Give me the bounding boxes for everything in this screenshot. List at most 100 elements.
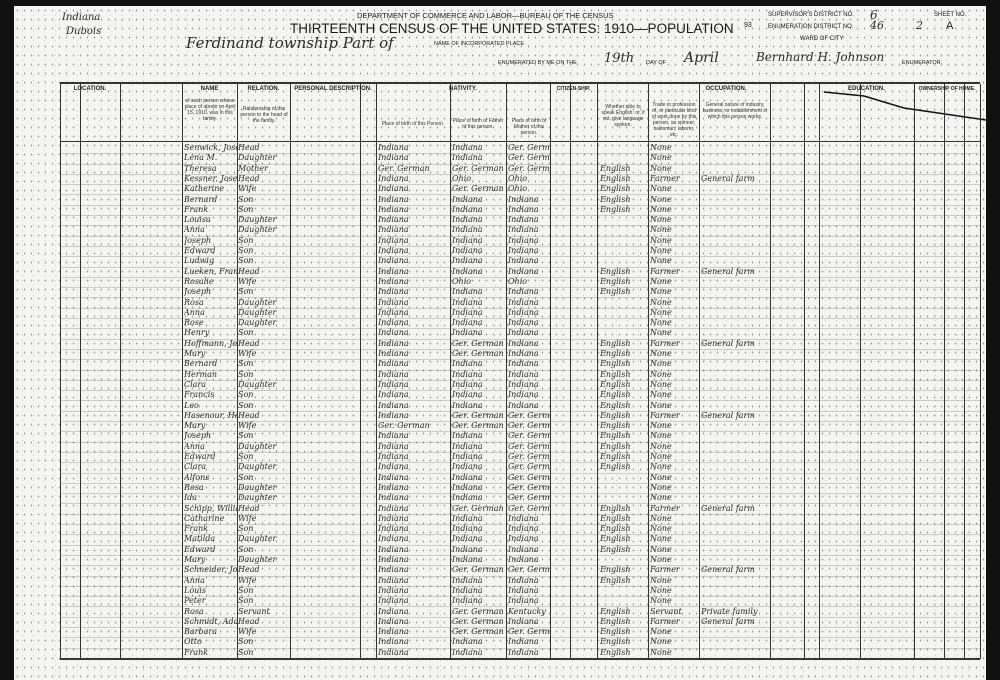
cell-name: Clara xyxy=(184,379,207,389)
enumerated-label: ENUMERATED BY ME ON THE xyxy=(498,60,577,66)
page-title: THIRTEENTH CENSUS OF THE UNITED STATES: … xyxy=(290,21,734,36)
cell-relation: Wife xyxy=(238,184,257,194)
cell-name: Senwick, Joseph L. xyxy=(184,143,238,152)
sheet-number: 2 xyxy=(916,19,923,32)
cell-relation: Son xyxy=(238,194,254,204)
cell-occupation: None xyxy=(650,534,672,544)
cell-occupation: None xyxy=(650,441,672,451)
section-personal: PERSONAL DESCRIPTION. xyxy=(294,86,372,92)
cell-birthplace: Indiana xyxy=(378,318,409,328)
section-ownership: OWNERSHIP OF HOME. xyxy=(918,86,976,92)
cell-birthplace: Indiana xyxy=(378,287,409,297)
table-row: Ludwig Son Indiana Indiana Indiana None xyxy=(60,256,980,268)
cell-relation: Daughter xyxy=(238,482,277,492)
cell-mother-birthplace: Indiana xyxy=(508,225,539,235)
cell-birthplace: Indiana xyxy=(378,256,409,266)
cell-relation: Son xyxy=(238,287,254,297)
cell-relation: Daughter xyxy=(238,318,277,328)
name-column-desc: of each person whose place of abode on A… xyxy=(184,98,236,122)
cell-language: English xyxy=(600,379,631,389)
cell-mother-birthplace: Indiana xyxy=(508,379,539,389)
table-row: Schneider, JohnHead Indiana Ger. German Ger… xyxy=(60,565,980,577)
cell-name: Louisa xyxy=(184,215,211,225)
cell-father-birthplace: Indiana xyxy=(452,493,483,503)
section-occupation: OCCUPATION. xyxy=(705,86,747,92)
cell-occupation: None xyxy=(650,143,672,152)
cell-father-birthplace: Indiana xyxy=(452,575,483,585)
cell-occupation: None xyxy=(650,575,672,585)
cell-father-birthplace: Ger. German xyxy=(452,606,504,616)
cell-father-birthplace: Indiana xyxy=(452,297,483,307)
table-row: Matilda Daughter Indiana Indiana Indiana Engl… xyxy=(60,534,980,546)
cell-relation: Head xyxy=(238,565,260,575)
enumerator-name: Bernhard H. Johnson xyxy=(756,50,885,64)
table-row: Rosa Daughter Indiana Indiana Ger. German Non… xyxy=(60,482,980,495)
cell-occupation: None xyxy=(650,307,672,317)
cell-father-birthplace: Indiana xyxy=(452,400,483,410)
cell-relation: Son xyxy=(238,647,254,657)
table-row: Henry Son Indiana Indiana Indiana None xyxy=(60,328,980,340)
cell-father-birthplace: Ger. German xyxy=(452,338,504,348)
table-row: Rosa Daughter Indiana Indiana Indiana None xyxy=(60,298,980,309)
cell-language: English xyxy=(600,524,631,534)
cell-name: Barbara xyxy=(184,627,217,637)
table-row: Catharine Wife Indiana Indiana Indiana Englis… xyxy=(60,514,980,526)
table-row: Frank Son Indiana Indiana Indiana English None xyxy=(60,204,980,217)
cell-language: English xyxy=(600,287,631,297)
supervisor-label: SUPERVISOR'S DISTRICT NO. xyxy=(768,12,854,18)
cell-father-birthplace: Ger. German xyxy=(452,421,504,431)
cell-mother-birthplace: Indiana xyxy=(508,524,539,534)
cell-father-birthplace: Indiana xyxy=(452,204,483,214)
cell-father-birthplace: Indiana xyxy=(452,266,483,276)
cell-father-birthplace: Indiana xyxy=(452,287,483,297)
cell-occupation: None xyxy=(650,349,672,358)
cell-father-birthplace: Indiana xyxy=(452,534,483,544)
cell-father-birthplace: Indiana xyxy=(452,307,483,317)
cell-birthplace: Indiana xyxy=(378,349,409,358)
cell-mother-birthplace: Ger. German xyxy=(508,153,550,163)
cell-mother-birthplace: Indiana xyxy=(508,215,539,225)
cell-occupation: None xyxy=(650,359,672,369)
cell-father-birthplace: Indiana xyxy=(452,143,483,152)
cell-name: Rosalie xyxy=(184,276,214,286)
cell-birthplace: Indiana xyxy=(378,637,409,647)
cell-mother-birthplace: Ger. German xyxy=(508,503,550,513)
cell-occupation: None xyxy=(650,328,672,338)
cell-name: Francis xyxy=(184,390,215,400)
cell-name: Joseph xyxy=(184,235,212,245)
cell-language: English xyxy=(600,194,631,204)
cell-name: Mary xyxy=(184,555,206,564)
table-row: Rosa Servant Indiana Ger. German Kentucky Eng… xyxy=(60,607,980,618)
cell-father-birthplace: Indiana xyxy=(452,452,483,461)
cell-relation: Wife xyxy=(238,276,257,286)
cell-mother-birthplace: Indiana xyxy=(508,647,539,657)
cell-father-birthplace: Indiana xyxy=(452,215,483,225)
cell-relation: Son xyxy=(238,544,254,554)
cell-occupation: None xyxy=(650,493,672,503)
cell-name: Rosa xyxy=(184,297,204,307)
cell-industry: Private family xyxy=(701,606,758,616)
cell-birthplace: Indiana xyxy=(378,276,409,286)
cell-mother-birthplace: Indiana xyxy=(508,534,539,544)
cell-relation: Daughter xyxy=(238,493,277,503)
section-location: LOCATION. xyxy=(73,86,107,92)
cell-father-birthplace: Indiana xyxy=(452,647,483,657)
cell-name: Henry xyxy=(184,328,210,338)
cell-birthplace: Indiana xyxy=(378,266,409,276)
language-header: Whether able to speak English; or, if no… xyxy=(601,104,645,128)
table-row: Clara Daughter Indiana Indiana Ger. German En… xyxy=(60,462,980,474)
margin-number: 93 xyxy=(744,22,752,29)
section-citizenship: CITIZEN-SHIP. xyxy=(556,86,591,92)
cell-mother-birthplace: Ger. German xyxy=(508,472,550,482)
cell-mother-birthplace: Ger. German xyxy=(508,493,550,503)
cell-occupation: None xyxy=(650,421,672,431)
cell-name: Louis xyxy=(184,585,206,595)
cell-name: Schmidt, Adam xyxy=(184,616,238,626)
relation-column-desc: Relationship of this person to the head … xyxy=(240,106,288,124)
county-name: Dubois xyxy=(66,26,102,37)
cell-father-birthplace: Indiana xyxy=(452,637,483,647)
cell-mother-birthplace: Ger. German xyxy=(508,441,550,451)
cell-occupation: None xyxy=(650,194,672,204)
cell-birthplace: Indiana xyxy=(378,379,409,389)
cell-father-birthplace: Indiana xyxy=(452,544,483,554)
